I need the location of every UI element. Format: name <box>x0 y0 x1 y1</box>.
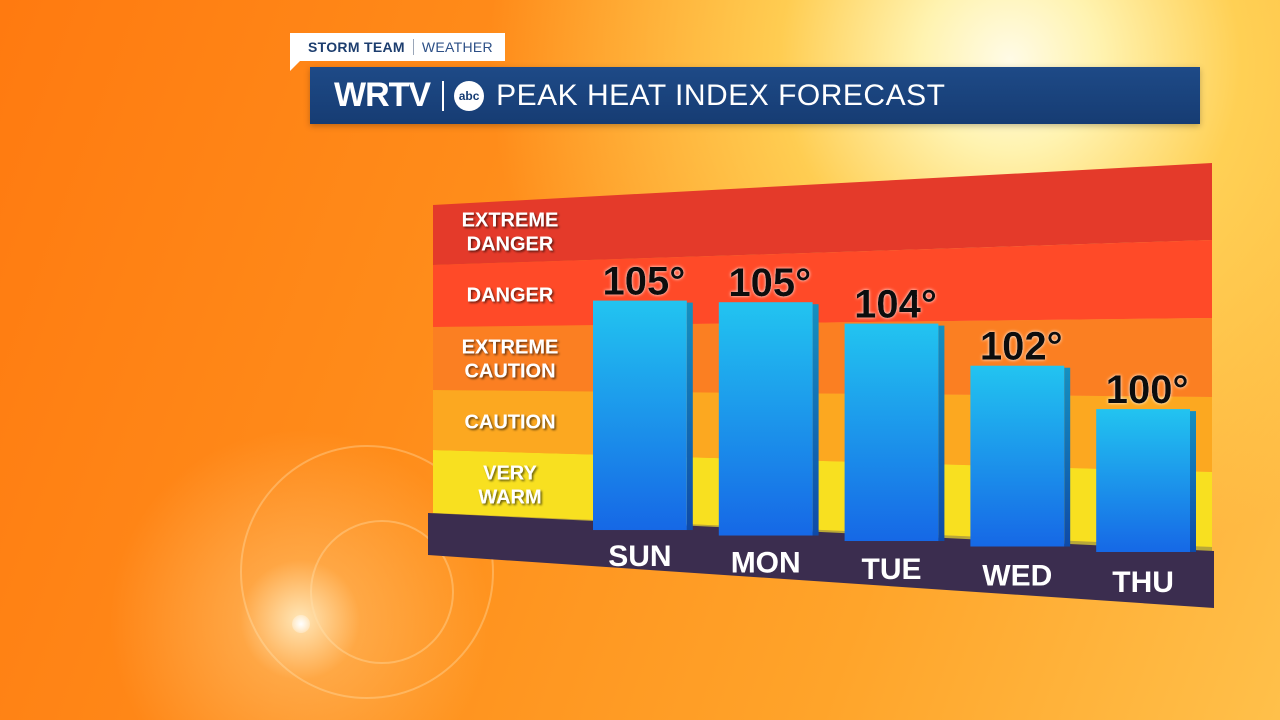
value-label: 105° <box>603 260 686 304</box>
base-panel <box>428 513 1214 608</box>
heat-band <box>433 163 1212 265</box>
title-divider <box>442 80 445 111</box>
category-label: WED <box>982 560 1052 593</box>
tag-secondary: WEATHER <box>421 39 493 55</box>
bars <box>593 300 1196 552</box>
chart-title: PEAK HEAT INDEX FORECAST <box>496 78 946 112</box>
value-label: 102° <box>980 325 1063 369</box>
station-logo: WRTV <box>334 76 431 114</box>
abc-logo-icon: abc <box>454 80 485 111</box>
bar-side <box>1190 411 1196 552</box>
tag-divider <box>412 39 414 55</box>
band-label: CAUTION <box>464 411 555 433</box>
band-label: DANGER <box>467 284 554 306</box>
value-label: 105° <box>728 261 811 305</box>
category-label: THU <box>1112 566 1174 599</box>
category-label: TUE <box>862 553 922 586</box>
bar-side <box>812 304 819 536</box>
category-label: MON <box>731 547 801 580</box>
band-label: EXTREME <box>462 336 559 358</box>
category-labels: SUN MON TUE WED THU <box>608 540 1174 599</box>
band-label: CAUTION <box>464 360 555 382</box>
bar <box>970 365 1065 547</box>
bar-side <box>686 302 693 531</box>
lens-flare-dot <box>292 615 310 633</box>
bar-side <box>1064 367 1071 547</box>
tag-primary: STORM TEAM <box>308 39 405 55</box>
value-labels: 105° 105° 104° 102° 100° <box>603 260 1189 413</box>
value-label: 100° <box>1106 368 1189 412</box>
value-label: 104° <box>854 283 937 327</box>
bar <box>1096 409 1190 552</box>
band-labels: VERYWARMCAUTIONEXTREMECAUTIONDANGEREXTRE… <box>462 210 559 509</box>
bar <box>718 302 813 536</box>
title-bar: WRTV abc PEAK HEAT INDEX FORECAST <box>310 67 1200 124</box>
band-label: EXTREME <box>462 210 559 232</box>
category-label: SUN <box>608 540 671 573</box>
storm-team-tag: STORM TEAM WEATHER <box>290 33 505 71</box>
bar <box>593 300 687 531</box>
band-label: VERY <box>483 462 537 484</box>
band-label: WARM <box>478 486 541 508</box>
band-label: DANGER <box>467 234 554 256</box>
bar <box>844 323 939 542</box>
bar-side <box>938 325 945 542</box>
